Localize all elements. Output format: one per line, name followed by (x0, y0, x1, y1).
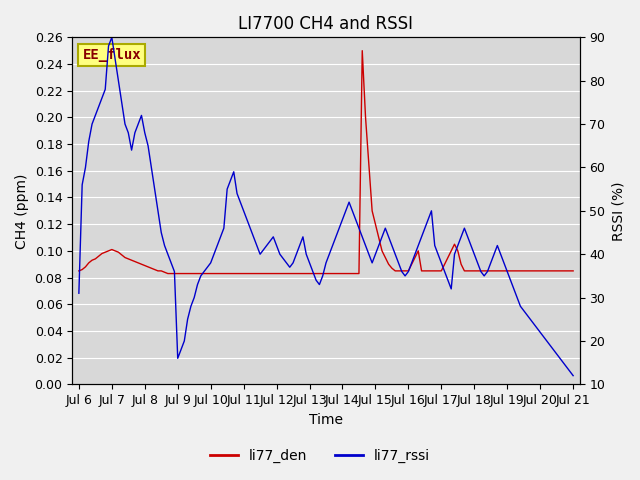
li77_rssi (378, 234, 386, 240)
Text: EE_flux: EE_flux (83, 48, 141, 62)
X-axis label: Time: Time (309, 413, 343, 427)
li77_den (381, 255, 389, 261)
li77_rssi (563, 364, 570, 370)
li77_den (253, 271, 260, 276)
li77_den (570, 268, 577, 274)
Title: LI7700 CH4 and RSSI: LI7700 CH4 and RSSI (239, 15, 413, 33)
Y-axis label: RSSI (%): RSSI (%) (611, 181, 625, 240)
Line: li77_rssi: li77_rssi (79, 37, 573, 376)
li77_rssi (319, 273, 326, 279)
li77_den (319, 271, 326, 276)
li77_rssi (570, 373, 577, 379)
li77_rssi (75, 290, 83, 296)
li77_rssi (391, 252, 399, 257)
li77_rssi (108, 35, 116, 40)
li77_den (164, 271, 172, 276)
li77_rssi (253, 243, 260, 249)
Line: li77_den: li77_den (79, 51, 573, 274)
li77_den (358, 48, 366, 54)
li77_den (428, 268, 435, 274)
Y-axis label: CH4 (ppm): CH4 (ppm) (15, 173, 29, 249)
li77_den (395, 268, 403, 274)
li77_den (75, 268, 83, 274)
Legend: li77_den, li77_rssi: li77_den, li77_rssi (204, 443, 436, 468)
li77_den (566, 268, 573, 274)
li77_rssi (424, 216, 432, 222)
